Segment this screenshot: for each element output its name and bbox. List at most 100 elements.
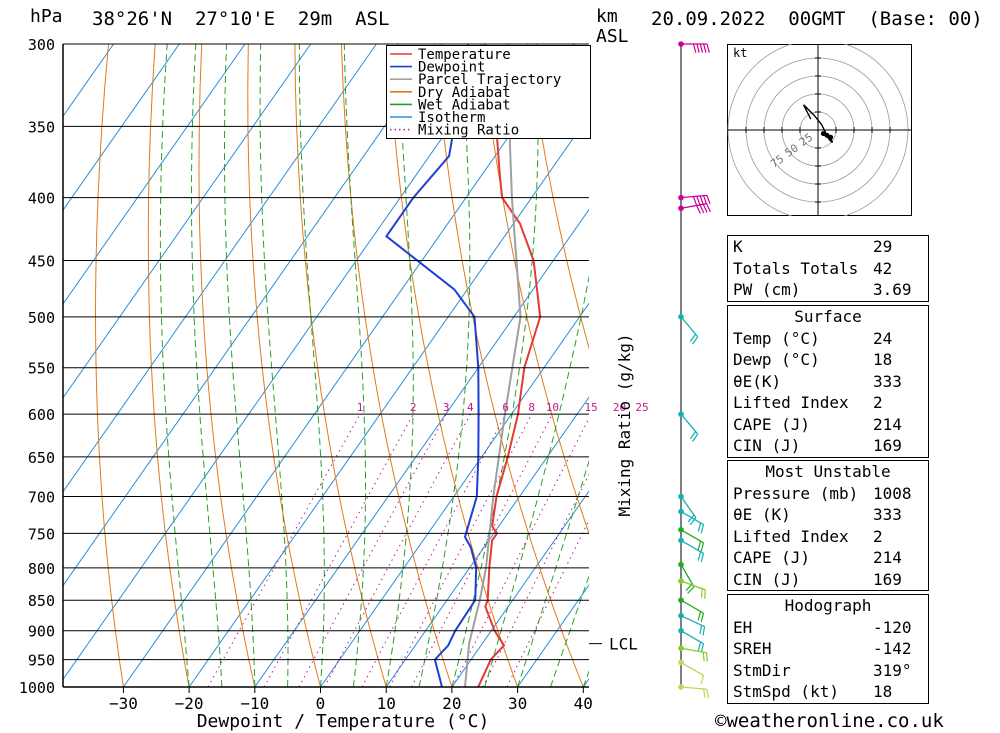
wind-level-dot: [678, 194, 684, 201]
wind-barb-feather: [687, 514, 695, 523]
indices-most-unstable: Most Unstable Pressure (mb) 1008 θE (K) 33…: [727, 460, 929, 591]
x-tick-label: 20: [442, 694, 461, 713]
index-value: 42: [873, 258, 893, 278]
index-label: θE(K): [733, 371, 782, 391]
hodograph-unit-label: kt: [733, 46, 747, 60]
pressure-tick-label: 350: [28, 118, 55, 136]
mixing-ratio-label: 20: [613, 401, 626, 414]
mixing-ratio-label: 1: [357, 401, 364, 414]
wind-barb-feather: [697, 611, 702, 621]
mixing-ratio-label: 4: [467, 401, 474, 414]
wind-barb: [680, 630, 704, 645]
wind-barb-feather: [706, 195, 711, 205]
wind-barb: [680, 496, 697, 519]
index-value: -142: [873, 639, 912, 658]
wind-barb-feather: [706, 203, 711, 213]
wind-barb-feather: [697, 522, 702, 532]
isotherm-line: [63, 44, 180, 212]
wind-barb-feather: [702, 626, 706, 636]
pressure-tick-label: 950: [28, 652, 55, 670]
index-label: Pressure (mb): [733, 483, 859, 503]
wet-adiabat-line: [191, 44, 223, 687]
wind-level-dot: [678, 508, 684, 515]
wet-adiabat-line: [550, 574, 589, 687]
wind-level-dot: [678, 411, 684, 417]
dewpoint-profile-line: [385, 44, 480, 687]
index-label: Lifted Index: [733, 526, 849, 546]
pressure-tick-label: 700: [28, 489, 55, 507]
hodograph-title: Hodograph: [784, 596, 872, 615]
mixing-ratio-line: [361, 413, 507, 687]
index-row-k: K 29: [728, 236, 928, 258]
legend-label: Mixing Ratio: [418, 123, 519, 139]
x-axis-title: Dewpoint / Temperature (°C): [197, 711, 490, 732]
wind-barb-feather: [700, 524, 705, 534]
isotherm-line: [63, 44, 312, 399]
wind-barb-feather: [700, 613, 705, 623]
wind-barb: [680, 599, 704, 614]
index-label: StmDir: [733, 660, 791, 680]
pressure-tick-label: 900: [28, 623, 55, 641]
wind-barb-feather: [702, 204, 708, 213]
pressure-tick-label: 800: [28, 560, 55, 578]
index-value: 18: [873, 682, 893, 701]
index-value: 24: [873, 328, 893, 348]
mixing-ratio-label: 3: [443, 401, 450, 414]
pressure-tick-label: 850: [28, 592, 55, 610]
pressure-tick-label: 500: [28, 309, 55, 327]
wind-barb: [680, 529, 704, 544]
index-value: 169: [873, 436, 902, 455]
wind-barb-feather: [697, 551, 702, 561]
isotherm-line: [63, 44, 246, 305]
dry-adiabat-line: [527, 44, 589, 350]
dry-adiabat-line: [198, 44, 256, 687]
wind-barb: [680, 203, 707, 209]
mixing-ratio-line: [389, 413, 533, 687]
wind-barb-feather: [697, 641, 702, 651]
wind-barb-feather: [697, 540, 702, 550]
dry-adiabat-line: [994, 44, 1000, 687]
wind-level-dot: [678, 537, 684, 544]
wind-level-dot: [678, 41, 684, 47]
mixing-ratio-label: 10: [546, 401, 559, 414]
index-label: Temp (°C): [733, 328, 820, 348]
legend-label: Isotherm: [418, 110, 485, 126]
index-value: 214: [873, 414, 902, 434]
wet-adiabat-line: [484, 274, 589, 687]
index-value: 169: [873, 569, 902, 589]
wind-barb-feather: [689, 333, 697, 342]
x-tick-label: 40: [574, 694, 593, 713]
index-label: Totals Totals: [733, 258, 859, 278]
wet-adiabat-line: [517, 459, 589, 687]
wind-barb-feather: [703, 43, 707, 53]
wind-barb-feather: [702, 652, 705, 662]
hodograph-ring-label: 25: [797, 131, 815, 149]
pressure-tick-label: 600: [28, 406, 55, 424]
wind-barb-feather: [700, 643, 705, 653]
parcel-trajectory-profile-line: [464, 44, 522, 687]
wind-level-dot: [678, 645, 684, 652]
index-value: 333: [873, 505, 902, 524]
wind-barb: [680, 647, 707, 654]
index-label: CIN (J): [733, 436, 801, 455]
index-label: K: [733, 237, 743, 256]
wind-barb: [680, 316, 699, 338]
hodograph-ring-label: 50: [783, 141, 801, 159]
index-label: CAPE (J): [733, 548, 811, 567]
wind-barb-feather: [706, 652, 708, 662]
isotherm-line: [385, 396, 589, 687]
wind-barb: [680, 661, 704, 676]
wind-barb: [680, 564, 695, 588]
index-row-totals: Totals Totals 42: [728, 258, 928, 280]
indices-general: K 29 Totals Totals 42 PW (cm) 3.69: [727, 235, 929, 302]
copyright-text: ©weatheronline.co.uk: [715, 710, 944, 732]
mixing-ratio-label: 8: [528, 401, 535, 414]
lcl-label: LCL: [609, 635, 638, 654]
index-row-pw: PW (cm) 3.69: [728, 279, 928, 301]
wind-barb-feather: [702, 195, 708, 205]
wind-barb: [680, 615, 705, 628]
pressure-tick-label: 750: [28, 525, 55, 543]
pressure-unit-label: hPa: [30, 6, 63, 27]
wind-barb-feather: [696, 196, 701, 205]
